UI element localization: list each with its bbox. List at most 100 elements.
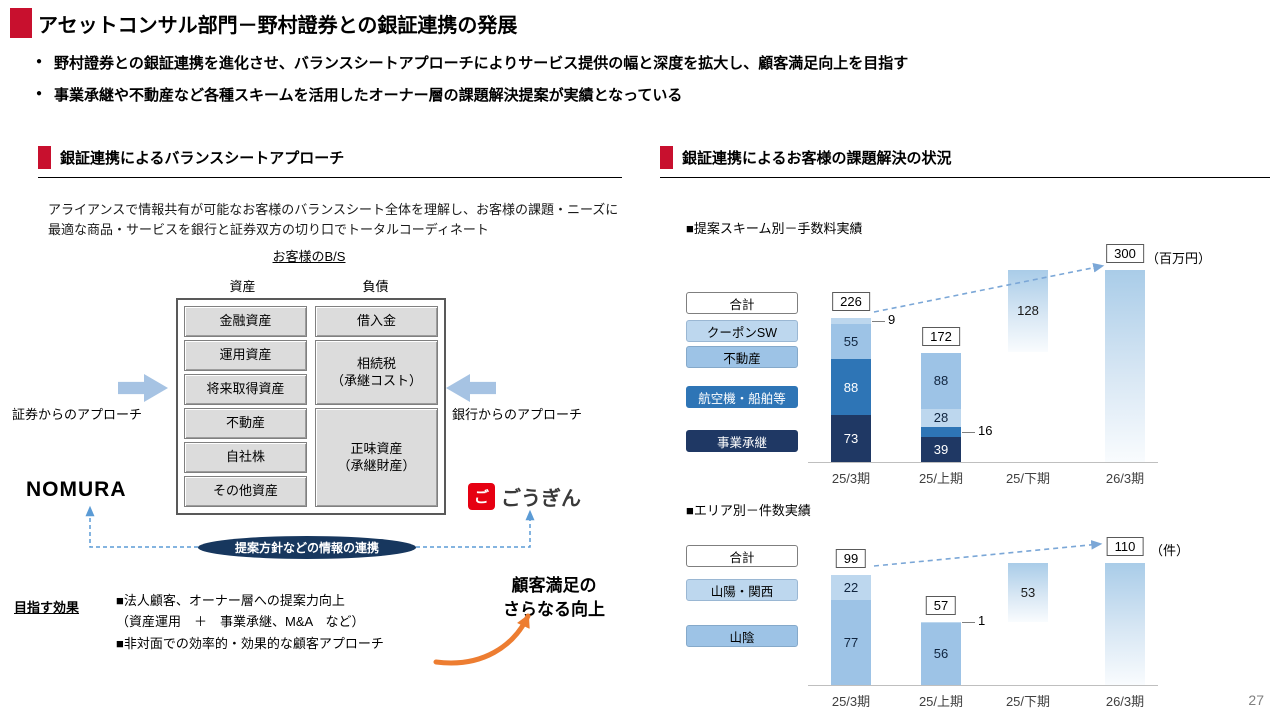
total-label: 110 xyxy=(1106,536,1144,556)
bullet-icon: ● xyxy=(36,88,43,99)
category-label: 25/上期 xyxy=(918,471,964,486)
liability-item: 借入金 xyxy=(315,306,438,337)
securities-approach-label: 証券からのアプローチ xyxy=(12,407,143,422)
legend-item: 山陽・関西 xyxy=(686,579,798,601)
category-label: 26/3期 xyxy=(1105,694,1145,709)
bs-column-headers: 資産 負債 xyxy=(176,276,442,295)
bar-segment: 73 xyxy=(831,415,871,462)
forecast-bar xyxy=(1105,562,1145,685)
effect-line: ■法人顧客、オーナー層への提案力向上 xyxy=(116,593,345,608)
target-effects-list: ■法人顧客、オーナー層への提案力向上 （資産運用 ＋ 事業承継、M&A など） … xyxy=(116,590,456,654)
bar-segment xyxy=(921,426,961,438)
target-effects-heading: 目指す効果 xyxy=(14,600,80,615)
information-link-ellipse: 提案方針などの情報の連携 xyxy=(198,536,416,559)
section-title: 銀証連携によるバランスシートアプローチ xyxy=(60,150,345,167)
category-label: 26/3期 xyxy=(1105,471,1145,486)
bar-segment: 77 xyxy=(831,599,871,685)
bar-segment: 88 xyxy=(831,358,871,416)
header-bullets: ● 野村證券との銀証連携を進化させ、バランスシートアプローチによりサービス提供の… xyxy=(36,52,1268,116)
asset-item: 運用資産 xyxy=(184,340,307,371)
total-label: 226 xyxy=(832,292,870,311)
gogin-logo-icon: ご xyxy=(468,483,495,510)
bar-segment xyxy=(921,621,961,623)
bar-segment: 39 xyxy=(921,437,961,462)
forecast-bar: 128 xyxy=(1008,270,1048,352)
effect-line: ■非対面での効率的・効果的な顧客アプローチ xyxy=(116,635,384,651)
liabilities-column: 借入金 相続税 （承継コスト） 正味資産 （承継財産） xyxy=(315,306,438,507)
page-title: アセットコンサル部門－野村證券との銀証連携の発展 xyxy=(38,15,518,37)
legend-item: 合計 xyxy=(686,292,798,314)
bank-approach-label: 銀行からのアプローチ xyxy=(452,407,583,422)
category-label: 25/下期 xyxy=(1005,694,1051,709)
effect-line: （資産運用 ＋ 事業承継、M&A など） xyxy=(116,614,365,630)
legend-item: 山陰 xyxy=(686,625,798,647)
forecast-bar: 53 xyxy=(1008,562,1048,622)
header-bullet: ● 野村證券との銀証連携を進化させ、バランスシートアプローチによりサービス提供の… xyxy=(36,52,1268,73)
dashed-connector-lines xyxy=(85,505,535,548)
liabilities-header: 負債 xyxy=(362,279,389,294)
bar-segment xyxy=(831,318,871,324)
bar-segment: 22 xyxy=(831,575,871,600)
assets-column: 金融資産 運用資産 将来取得資産 不動産 自社株 その他資産 xyxy=(184,306,307,507)
legend-item: 不動産 xyxy=(686,346,798,368)
legend-item: 航空機・船舶等 xyxy=(686,386,798,408)
orange-curved-arrow-icon xyxy=(433,613,531,666)
bar-segment: 56 xyxy=(921,622,961,685)
outcome-line: 顧客満足の xyxy=(511,576,597,595)
callout-leader-line xyxy=(872,320,885,322)
case-count-chart: ■エリア別－件数実績 （件） 合計 山陽・関西 山陰 25/3期 77 22 99 25/上期… xyxy=(678,492,1276,710)
forecast-bar xyxy=(1105,270,1145,462)
chart-unit-label: （百万円） xyxy=(1146,251,1212,266)
balance-sheet-diagram: 金融資産 運用資産 将来取得資産 不動産 自社株 その他資産 借入金 相続税 （… xyxy=(176,298,446,515)
bs-diagram-title: お客様のB/S xyxy=(272,249,346,264)
section-header-results: 銀証連携によるお客様の課題解決の状況 xyxy=(660,146,1270,178)
callout-label: 1 xyxy=(978,613,986,629)
callout-label: 9 xyxy=(888,311,896,327)
callout-leader-line xyxy=(962,431,975,433)
gogin-logo-text: ごうぎん xyxy=(501,488,581,510)
title-accent-bar xyxy=(10,8,32,38)
category-label: 25/3期 xyxy=(831,694,871,709)
liability-item: 正味資産 （承継財産） xyxy=(315,408,438,507)
bullet-text: 事業承継や不動産など各種スキームを活用したオーナー層の課題解決提案が実績となって… xyxy=(54,87,683,104)
total-label: 99 xyxy=(835,549,867,569)
gogin-logo: ご ごうぎん xyxy=(468,482,581,511)
bar-segment: 28 xyxy=(921,408,961,427)
bullet-icon: ● xyxy=(36,56,43,67)
section-accent-bar xyxy=(660,146,673,169)
asset-item: 将来取得資産 xyxy=(184,374,307,405)
callout-label: 16 xyxy=(978,422,993,438)
callout-leader-line xyxy=(962,622,975,624)
bar-segment: 55 xyxy=(831,323,871,359)
asset-item: その他資産 xyxy=(184,476,307,507)
nomura-logo: NOMURA xyxy=(26,478,127,501)
asset-item: 金融資産 xyxy=(184,306,307,337)
page-number: 27 xyxy=(1248,692,1264,708)
total-label: 172 xyxy=(922,326,960,346)
fee-results-chart: ■提案スキーム別－手数料実績 （百万円） 合計 クーポンSW 不動産 航空機・船舶等事… xyxy=(678,210,1276,488)
assets-header: 資産 xyxy=(229,279,256,294)
chart-title: ■エリア別－件数実績 xyxy=(686,503,811,518)
balance-sheet-description: アライアンスで情報共有が可能なお客様のバランスシート全体を理解し、お客様の課題・… xyxy=(48,202,619,237)
legend-item: 合計 xyxy=(686,545,798,567)
x-axis xyxy=(808,685,1158,686)
legend-item: 事業承継 xyxy=(686,430,798,452)
section-accent-bar xyxy=(38,146,51,169)
liability-item: 相続税 （承継コスト） xyxy=(315,340,438,405)
asset-item: 不動産 xyxy=(184,408,307,439)
bar-segment: 88 xyxy=(921,352,961,409)
securities-approach-arrow-icon xyxy=(118,374,168,402)
trend-dashed-arrow-icon xyxy=(873,540,1103,567)
header-bullet: ● 事業承継や不動産など各種スキームを活用したオーナー層の課題解決提案が実績とな… xyxy=(36,84,1268,105)
section-title: 銀証連携によるお客様の課題解決の状況 xyxy=(682,150,952,167)
category-label: 25/3期 xyxy=(831,471,871,486)
chart-unit-label: （件） xyxy=(1150,543,1190,558)
asset-item: 自社株 xyxy=(184,442,307,473)
category-label: 25/下期 xyxy=(1005,471,1051,486)
legend-item: クーポンSW xyxy=(686,320,798,342)
x-axis xyxy=(808,462,1158,463)
section-header-balance-sheet: 銀証連携によるバランスシートアプローチ xyxy=(38,146,622,178)
total-label: 300 xyxy=(1106,244,1144,263)
total-label: 57 xyxy=(925,595,957,615)
